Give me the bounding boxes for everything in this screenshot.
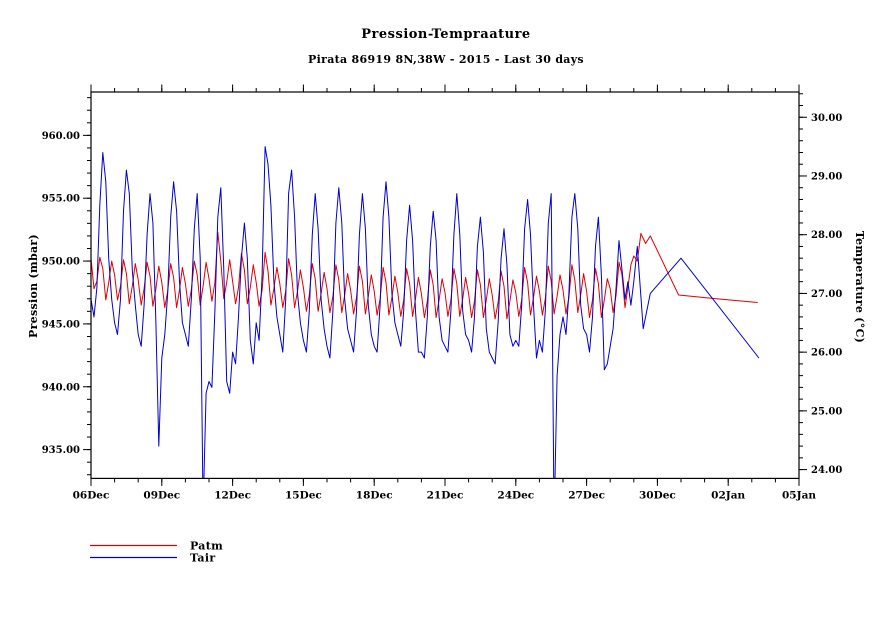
svg-text:940.00: 940.00 bbox=[42, 382, 80, 393]
svg-text:24.00: 24.00 bbox=[811, 465, 842, 476]
legend-label-tair: Tair bbox=[190, 552, 215, 565]
axes-layer: 06Dec 09Dec 12Dec 15Dec 18Dec 21Dec 24Dec 27Dec… bbox=[42, 84, 842, 501]
svg-text:30.00: 30.00 bbox=[811, 113, 842, 124]
right-axis-title: Temperature (°C) bbox=[853, 231, 866, 343]
svg-text:960.00: 960.00 bbox=[42, 131, 80, 142]
svg-text:09Dec: 09Dec bbox=[143, 489, 180, 501]
legend: Patm Tair bbox=[90, 540, 223, 565]
chart-subtitle: Pirata 86919 8N,38W - 2015 - Last 30 day… bbox=[308, 53, 584, 66]
svg-text:27Dec: 27Dec bbox=[568, 489, 605, 501]
svg-text:21Dec: 21Dec bbox=[427, 489, 464, 501]
legend-label-patm: Patm bbox=[190, 540, 223, 553]
svg-text:05Jan: 05Jan bbox=[782, 489, 816, 501]
left-axis-title: Pression (mbar) bbox=[27, 234, 40, 338]
svg-text:27.00: 27.00 bbox=[811, 289, 842, 300]
svg-text:25.00: 25.00 bbox=[811, 406, 842, 417]
patm-series-line bbox=[91, 231, 758, 320]
svg-text:955.00: 955.00 bbox=[42, 194, 80, 205]
svg-text:28.00: 28.00 bbox=[811, 230, 842, 241]
svg-text:02Jan: 02Jan bbox=[711, 489, 745, 501]
svg-text:950.00: 950.00 bbox=[42, 257, 80, 268]
svg-text:935.00: 935.00 bbox=[42, 445, 80, 456]
tair-series-line bbox=[91, 146, 760, 479]
svg-text:06Dec: 06Dec bbox=[73, 489, 110, 501]
svg-text:24Dec: 24Dec bbox=[497, 489, 534, 501]
series-layer bbox=[91, 146, 760, 479]
svg-text:12Dec: 12Dec bbox=[214, 489, 251, 501]
svg-text:945.00: 945.00 bbox=[42, 319, 80, 330]
svg-text:30Dec: 30Dec bbox=[639, 489, 676, 501]
svg-text:26.00: 26.00 bbox=[811, 348, 842, 359]
svg-text:15Dec: 15Dec bbox=[285, 489, 322, 501]
svg-text:18Dec: 18Dec bbox=[356, 489, 393, 501]
svg-text:29.00: 29.00 bbox=[811, 171, 842, 182]
chart-title: Pression-Tempraature bbox=[361, 27, 530, 42]
